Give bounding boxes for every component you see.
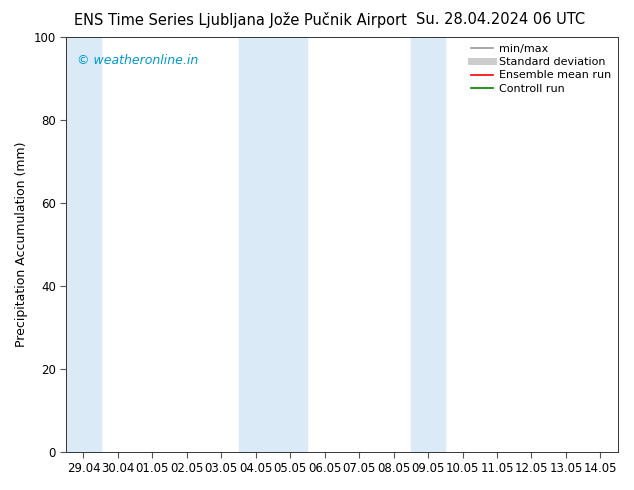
Y-axis label: Precipitation Accumulation (mm): Precipitation Accumulation (mm) [15, 142, 28, 347]
Bar [66, 37, 101, 452]
Legend: min/max, Standard deviation, Ensemble mean run, Controll run: min/max, Standard deviation, Ensemble me… [467, 39, 616, 98]
Bar [238, 37, 307, 452]
Text: Su. 28.04.2024 06 UTC: Su. 28.04.2024 06 UTC [417, 12, 585, 27]
Text: © weatheronline.in: © weatheronline.in [77, 54, 198, 67]
Text: ENS Time Series Ljubljana Jože Pučnik Airport: ENS Time Series Ljubljana Jože Pučnik Ai… [74, 12, 408, 28]
Bar [411, 37, 445, 452]
